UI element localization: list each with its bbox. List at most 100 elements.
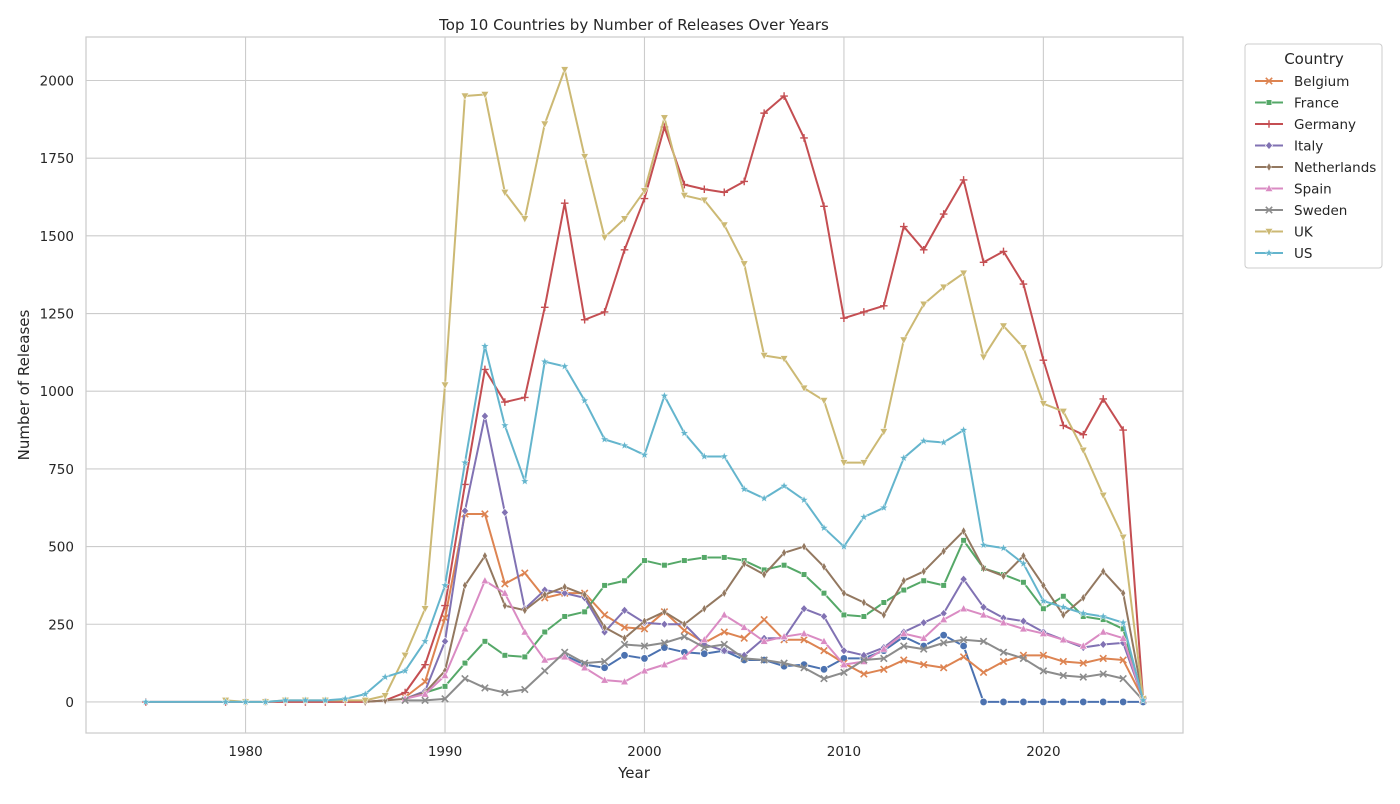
data-point-uk — [1079, 447, 1088, 455]
data-point-us — [939, 437, 949, 447]
data-point-sweden — [620, 640, 629, 649]
data-point-germany — [640, 194, 649, 203]
chart-title: Top 10 Countries by Number of Releases O… — [438, 16, 829, 34]
data-point-sweden — [680, 632, 689, 641]
data-point-us — [460, 457, 470, 467]
data-point-us — [879, 502, 889, 512]
data-point-sweden — [899, 642, 908, 650]
data-point-us — [859, 512, 869, 521]
data-point-uk — [779, 355, 789, 364]
data-point-belgium — [501, 580, 509, 588]
y-axis-ticks: 0 250 500 750 1000 1250 1500 1750 2000 — [40, 74, 74, 711]
data-point-unnamed — [959, 641, 968, 651]
data-point-us — [659, 391, 669, 400]
data-point-unnamed — [1059, 697, 1068, 707]
data-point-netherlands — [1120, 588, 1126, 598]
data-point-france — [661, 562, 668, 569]
data-point-belgium — [939, 663, 948, 672]
data-point-france — [641, 557, 648, 564]
data-point-sweden — [820, 674, 828, 683]
data-point-spain — [720, 610, 729, 619]
data-point-germany — [959, 176, 968, 184]
data-point-spain — [939, 615, 948, 623]
legend-swatch-marker — [1265, 77, 1273, 85]
data-point-germany — [880, 301, 888, 310]
y-tick-label: 1750 — [40, 151, 74, 167]
data-point-netherlands — [721, 588, 727, 598]
data-point-uk — [420, 605, 430, 614]
y-tick-label: 1250 — [40, 307, 74, 323]
data-point-germany — [1119, 426, 1127, 434]
data-point-unnamed — [1039, 697, 1048, 707]
data-point-france — [581, 608, 588, 615]
legend-item-sweden: Sweden — [1255, 203, 1347, 219]
legend-label: Belgium — [1294, 74, 1349, 90]
data-point-germany — [600, 308, 609, 316]
data-point-germany — [540, 303, 549, 312]
data-point-uk — [819, 397, 829, 406]
data-point-us — [320, 695, 330, 705]
data-point-belgium — [1119, 656, 1127, 664]
data-point-germany — [720, 188, 729, 197]
data-point-germany — [1099, 395, 1108, 403]
data-point-us — [420, 636, 430, 646]
x-axis-ticks: 1980 1990 2000 2010 2020 — [228, 744, 1060, 760]
x-axis-label: Year — [617, 764, 651, 782]
data-point-sweden — [880, 654, 888, 663]
data-point-sweden — [600, 657, 609, 666]
data-point-us — [221, 697, 231, 706]
data-point-us — [819, 523, 829, 532]
data-point-netherlands — [921, 566, 927, 577]
data-point-us — [679, 428, 689, 438]
data-point-sweden — [800, 663, 808, 672]
data-point-belgium — [959, 653, 968, 661]
legend-frame — [1244, 43, 1383, 269]
data-point-spain — [540, 655, 549, 664]
data-point-france — [920, 577, 927, 584]
data-point-france — [701, 554, 708, 561]
data-point-uk — [899, 336, 908, 345]
data-point-germany — [421, 660, 429, 669]
data-point-netherlands — [761, 569, 767, 580]
data-point-netherlands — [781, 548, 787, 558]
x-tick-label: 2020 — [1026, 744, 1060, 760]
data-point-france — [780, 562, 788, 569]
data-point-france — [601, 582, 608, 589]
data-point-spain — [600, 675, 609, 684]
data-point-sweden — [1099, 670, 1107, 678]
data-point-us — [899, 453, 909, 462]
data-point-france — [1020, 579, 1027, 586]
data-point-germany — [939, 210, 948, 218]
data-point-germany — [740, 177, 748, 186]
data-point-unnamed — [1079, 697, 1088, 707]
y-tick-label: 750 — [48, 462, 74, 478]
data-point-sweden — [979, 637, 988, 646]
legend-label: US — [1294, 246, 1312, 262]
legend-swatch-marker — [1265, 99, 1273, 106]
legend-label: France — [1294, 96, 1339, 112]
data-point-netherlands — [462, 580, 468, 591]
data-point-france — [681, 557, 688, 564]
data-point-uk — [759, 352, 769, 361]
data-point-sweden — [640, 642, 649, 650]
data-point-sweden — [919, 645, 928, 653]
data-point-us — [620, 440, 630, 450]
data-point-uk — [999, 322, 1008, 331]
data-point-uk — [540, 120, 549, 129]
data-point-netherlands — [601, 622, 608, 633]
data-point-belgium — [620, 623, 629, 632]
data-point-sweden — [540, 667, 549, 675]
data-point-netherlands — [881, 610, 887, 620]
data-point-belgium — [640, 625, 649, 633]
data-point-us — [480, 341, 490, 351]
data-point-netherlands — [621, 633, 628, 643]
data-point-germany — [501, 398, 509, 406]
data-point-spain — [420, 689, 430, 698]
data-point-sweden — [840, 668, 848, 677]
legend-item-italy: Italy — [1255, 139, 1323, 155]
data-point-sweden — [441, 695, 449, 703]
data-point-belgium — [720, 628, 729, 636]
data-point-spain — [1079, 641, 1088, 650]
data-point-belgium — [899, 656, 908, 664]
data-point-us — [241, 697, 251, 706]
